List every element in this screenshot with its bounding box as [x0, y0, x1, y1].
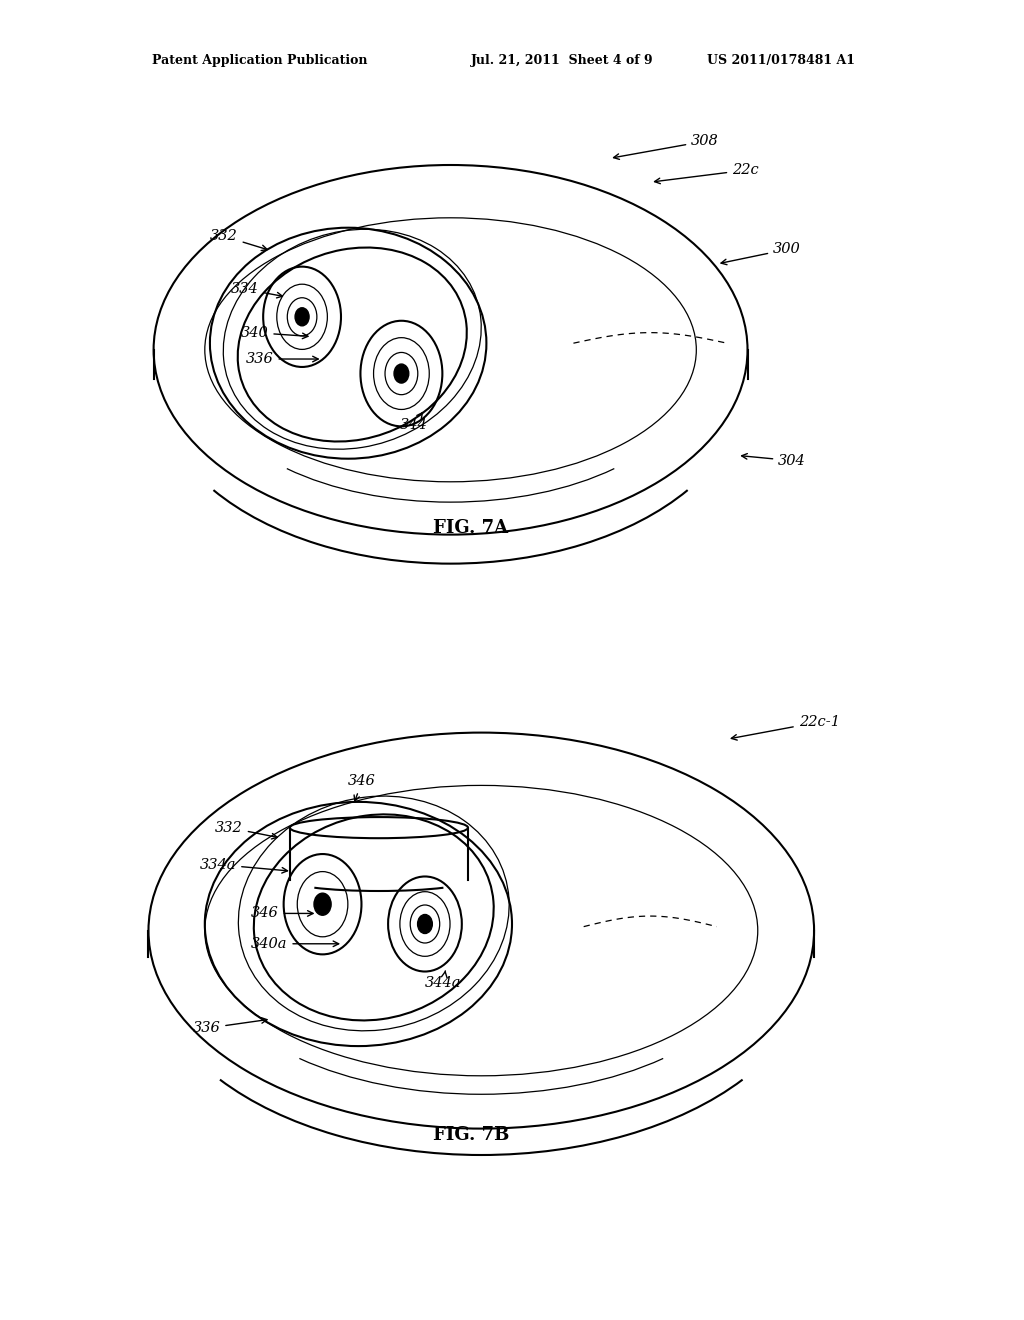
Text: 22c-1: 22c-1 — [731, 715, 840, 741]
Text: 22c: 22c — [654, 164, 759, 183]
Text: US 2011/0178481 A1: US 2011/0178481 A1 — [707, 54, 855, 67]
Text: 346: 346 — [348, 775, 376, 801]
Text: FIG. 7B: FIG. 7B — [433, 1126, 509, 1144]
Text: 340a: 340a — [251, 937, 339, 950]
Text: 332: 332 — [210, 230, 267, 251]
Text: 300: 300 — [721, 243, 801, 265]
Text: 332: 332 — [215, 821, 278, 840]
Text: 344: 344 — [399, 413, 427, 432]
Circle shape — [295, 308, 309, 326]
Text: 308: 308 — [613, 135, 719, 160]
Text: 336: 336 — [246, 352, 318, 366]
Text: 336: 336 — [193, 1018, 267, 1035]
Text: 334a: 334a — [200, 858, 288, 873]
Circle shape — [418, 915, 432, 933]
Text: 344a: 344a — [425, 970, 462, 990]
Circle shape — [314, 894, 331, 915]
Text: 340: 340 — [241, 326, 308, 339]
Text: 346: 346 — [251, 907, 313, 920]
Circle shape — [394, 364, 409, 383]
Text: FIG. 7A: FIG. 7A — [433, 519, 509, 537]
Text: Patent Application Publication: Patent Application Publication — [152, 54, 367, 67]
Text: 334: 334 — [230, 282, 283, 298]
Text: 304: 304 — [741, 454, 806, 467]
Text: Jul. 21, 2011  Sheet 4 of 9: Jul. 21, 2011 Sheet 4 of 9 — [471, 54, 653, 67]
